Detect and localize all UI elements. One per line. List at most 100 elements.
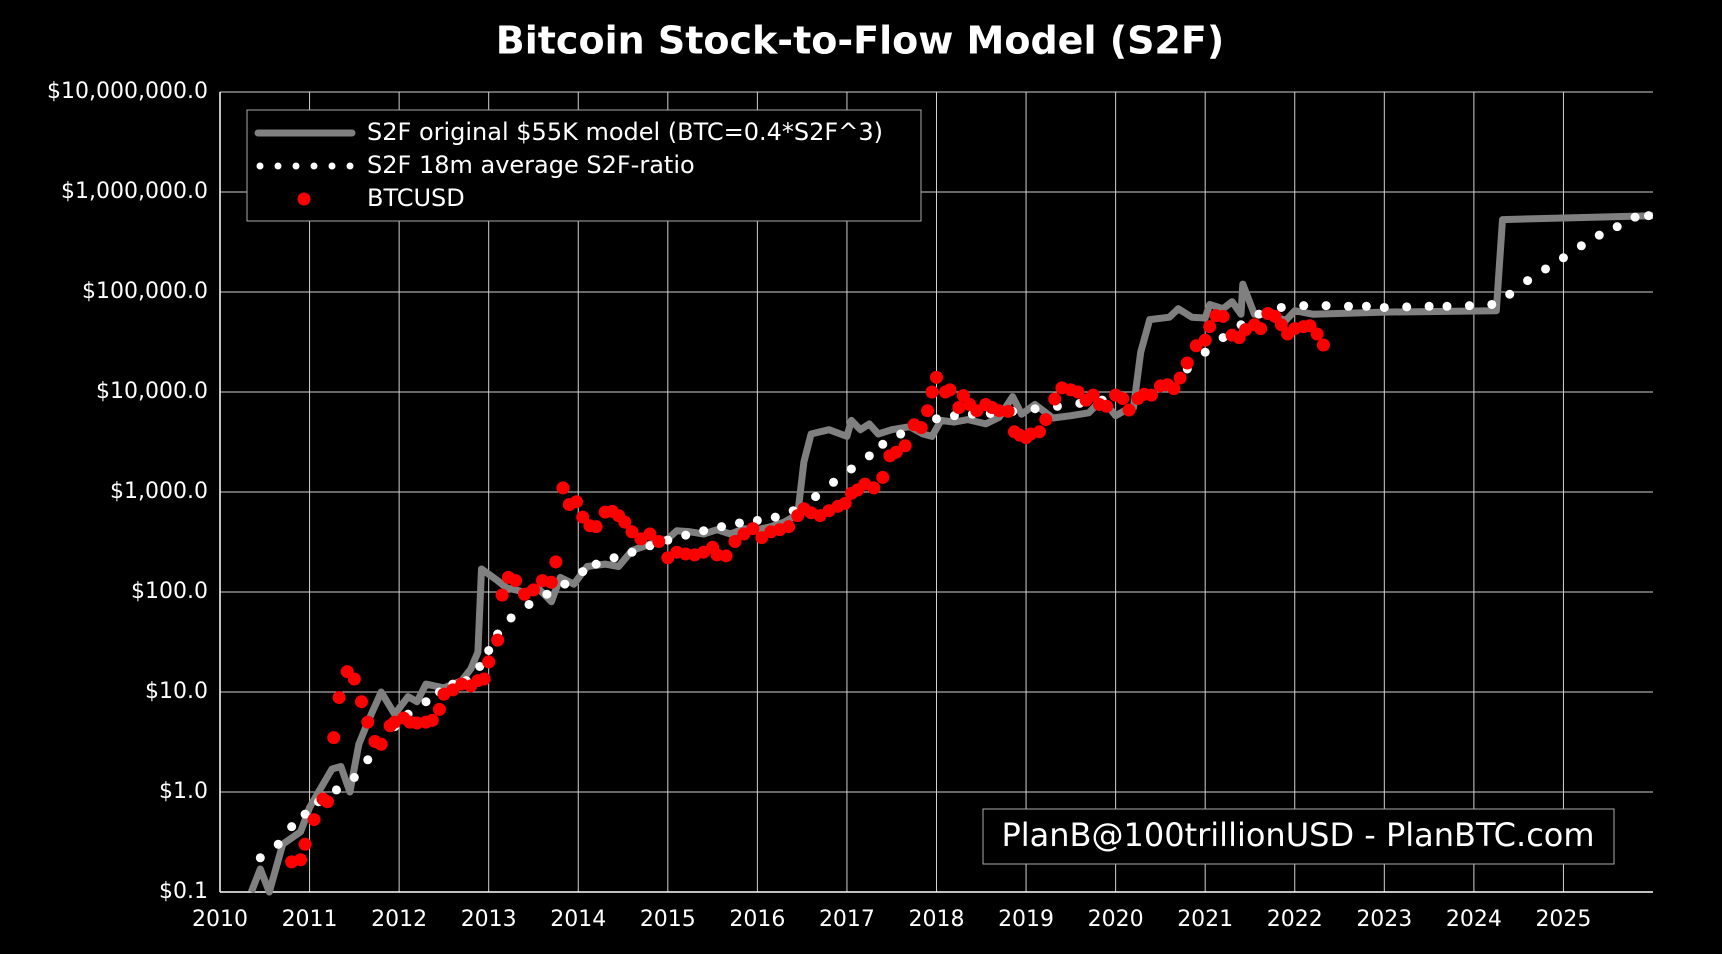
y-tick-label: $1,000.0 <box>110 479 208 504</box>
price-point <box>925 385 939 399</box>
price-point <box>589 520 603 534</box>
price-point <box>1173 371 1187 385</box>
x-tick-label: 2010 <box>192 907 248 932</box>
average-dot <box>1541 264 1551 274</box>
price-point <box>355 695 369 709</box>
price-point <box>526 583 540 597</box>
average-dot <box>1424 301 1434 311</box>
average-dot <box>1276 302 1286 312</box>
price-point <box>943 383 957 397</box>
price-point <box>556 481 570 495</box>
average-dot <box>770 512 780 522</box>
average-dot <box>864 451 874 461</box>
average-dot <box>846 464 856 474</box>
average-dot <box>811 492 821 502</box>
legend-box <box>246 109 922 222</box>
average-dot <box>878 439 888 449</box>
price-point <box>1198 333 1212 347</box>
average-dot <box>1379 302 1389 312</box>
x-tick-label: 2017 <box>819 907 875 932</box>
x-tick-label: 2022 <box>1267 907 1323 932</box>
price-point <box>625 525 639 539</box>
y-tick-label: $1.0 <box>159 779 208 804</box>
price-point <box>719 549 733 563</box>
model-line <box>248 212 1654 896</box>
average-dot <box>1594 230 1604 240</box>
average-dot <box>591 559 601 569</box>
price-point <box>1122 403 1136 417</box>
price-point <box>867 481 881 495</box>
price-point <box>1001 404 1015 418</box>
y-tick-label: $0.1 <box>159 879 208 904</box>
legend-swatch <box>256 162 264 170</box>
average-dot <box>560 579 570 589</box>
price-point <box>1048 392 1062 406</box>
average-dot <box>734 518 744 528</box>
y-tick-label: $10,000,000.0 <box>47 79 208 104</box>
average-dot <box>1523 276 1533 286</box>
watermark-text: PlanB@100trillionUSD - PlanBTC.com <box>1001 816 1594 854</box>
legend-swatch <box>310 162 318 170</box>
price-point <box>1310 327 1324 341</box>
average-dot <box>681 530 691 540</box>
price-point <box>1316 338 1330 352</box>
price-point <box>930 370 943 384</box>
average-dot <box>363 755 373 765</box>
price-point <box>347 672 361 686</box>
average-dot <box>1505 289 1515 299</box>
price-point <box>746 522 760 536</box>
average-dot <box>609 553 619 563</box>
average-dot <box>1299 301 1309 311</box>
price-point <box>425 713 439 727</box>
average-dot <box>273 839 283 849</box>
x-tick-label: 2024 <box>1446 907 1502 932</box>
price-point <box>1203 320 1217 334</box>
price-point <box>728 534 742 548</box>
legend-swatch <box>274 162 282 170</box>
legend-swatch <box>292 162 300 170</box>
average-dot <box>1218 333 1228 343</box>
legend: S2F original $55K model (BTC=0.4*S2F^3) S… <box>246 109 922 222</box>
price-point <box>491 633 505 647</box>
price-point <box>482 655 496 669</box>
average-dot <box>932 414 941 424</box>
legend-swatch <box>346 162 354 170</box>
price-point <box>509 574 523 588</box>
legend-label: S2F 18m average S2F-ratio <box>367 151 695 179</box>
average-dot <box>829 477 839 487</box>
average-dot <box>717 522 727 532</box>
y-tick-label: $100.0 <box>131 579 208 604</box>
price-point <box>952 400 966 414</box>
price-point <box>361 715 375 729</box>
average-dot <box>627 547 637 557</box>
y-tick-label: $10.0 <box>145 679 208 704</box>
watermark-box <box>982 808 1615 865</box>
average-dot <box>663 535 673 545</box>
average-dot <box>1630 212 1640 222</box>
average-dot <box>1200 347 1210 357</box>
price-point <box>1086 388 1100 402</box>
y-tick-label: $1,000,000.0 <box>61 179 208 204</box>
x-tick-label: 2012 <box>371 907 427 932</box>
price-point <box>374 737 388 751</box>
price-point <box>495 588 509 602</box>
average-dot <box>287 822 297 832</box>
price-point <box>432 702 446 716</box>
average-dot <box>1558 253 1568 263</box>
price-point <box>921 404 935 418</box>
average-dot <box>475 661 485 671</box>
price-point <box>1032 425 1046 439</box>
x-tick-label: 2011 <box>282 907 338 932</box>
price-point <box>1216 309 1230 323</box>
price-point <box>782 520 796 534</box>
price-point <box>298 837 312 851</box>
price-point <box>327 731 341 745</box>
average-dot <box>896 429 906 439</box>
average-dot <box>255 853 265 863</box>
x-tick-label: 2021 <box>1177 907 1233 932</box>
price-point <box>876 470 890 484</box>
price-point <box>569 495 583 509</box>
average-dot <box>645 541 655 551</box>
legend-swatch <box>297 192 311 206</box>
